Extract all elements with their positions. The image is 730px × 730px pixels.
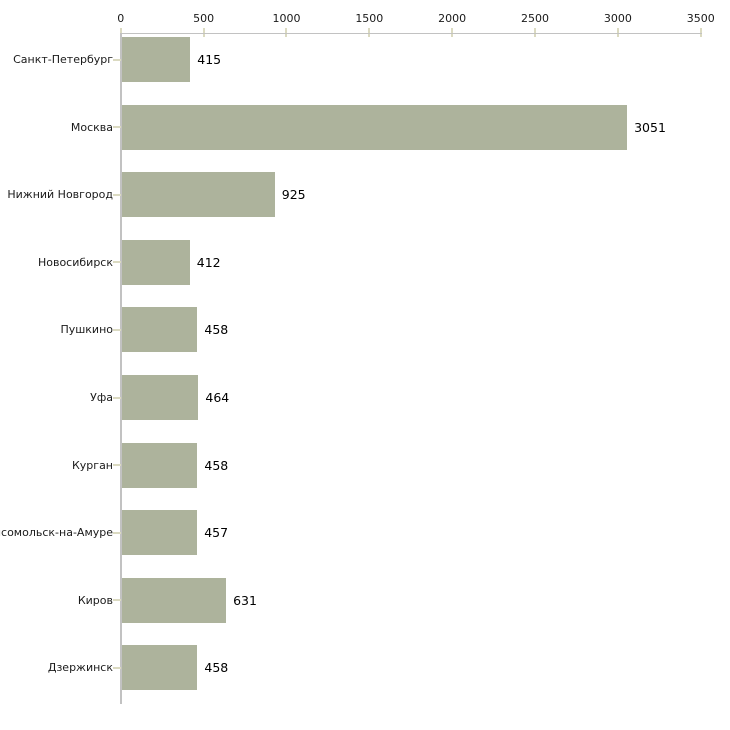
bar-value-label: 415 bbox=[197, 52, 222, 67]
category-label: Санкт-Петербург bbox=[13, 53, 113, 66]
category-label: мсомольск-на-Амуре bbox=[0, 526, 113, 540]
x-tick-label: 500 bbox=[193, 12, 215, 25]
category-label: Уфа bbox=[90, 391, 113, 404]
bar-value-label: 3051 bbox=[634, 119, 666, 135]
category-tick-mark bbox=[113, 126, 121, 129]
bar-value-label: 458 bbox=[204, 660, 229, 676]
x-tick-label: 0 bbox=[117, 12, 125, 25]
category-tick-mark bbox=[113, 666, 121, 669]
bar bbox=[121, 510, 198, 556]
x-tick-label: 2500 bbox=[521, 12, 550, 25]
x-axis-line bbox=[120, 32, 702, 34]
y-axis-line bbox=[120, 32, 122, 704]
x-tick-label: 3500 bbox=[686, 12, 715, 25]
category-tick-mark bbox=[113, 396, 121, 399]
x-tick-label: 2000 bbox=[438, 12, 467, 25]
x-tick-label: 3000 bbox=[603, 12, 632, 25]
category-label: Новосибирск bbox=[37, 255, 113, 269]
category-label: Дзержинск bbox=[47, 661, 113, 675]
bar bbox=[121, 307, 198, 353]
bar-value-label: 464 bbox=[205, 390, 230, 405]
bar-value-label: 458 bbox=[204, 457, 229, 473]
category-tick-mark bbox=[113, 328, 121, 331]
bar-value-label: 457 bbox=[204, 525, 229, 541]
bar bbox=[121, 239, 190, 285]
x-tick-label: 1000 bbox=[272, 12, 301, 25]
bar-value-label: 631 bbox=[233, 592, 257, 608]
bar bbox=[121, 442, 198, 488]
bar bbox=[121, 104, 628, 150]
category-tick-mark bbox=[113, 261, 121, 264]
bar bbox=[121, 172, 275, 218]
category-label: Нижний Новгород bbox=[7, 188, 113, 202]
category-tick-mark bbox=[113, 193, 121, 196]
bar-value-label: 925 bbox=[281, 187, 306, 203]
category-label: Киров bbox=[77, 593, 113, 607]
bar-value-label: 458 bbox=[204, 322, 229, 338]
bar bbox=[121, 37, 191, 82]
category-label: Пушкино bbox=[60, 323, 113, 337]
bar bbox=[121, 577, 227, 623]
category-tick-mark bbox=[113, 531, 121, 534]
category-label: Курган bbox=[71, 458, 113, 472]
category-tick-mark bbox=[113, 464, 121, 467]
bar bbox=[121, 645, 198, 691]
category-label: Москва bbox=[70, 120, 113, 134]
bar-value-label: 412 bbox=[196, 254, 221, 270]
category-tick-mark bbox=[113, 599, 121, 602]
x-tick-label: 1500 bbox=[355, 12, 384, 25]
bar bbox=[121, 375, 199, 420]
category-tick-mark bbox=[113, 58, 121, 61]
